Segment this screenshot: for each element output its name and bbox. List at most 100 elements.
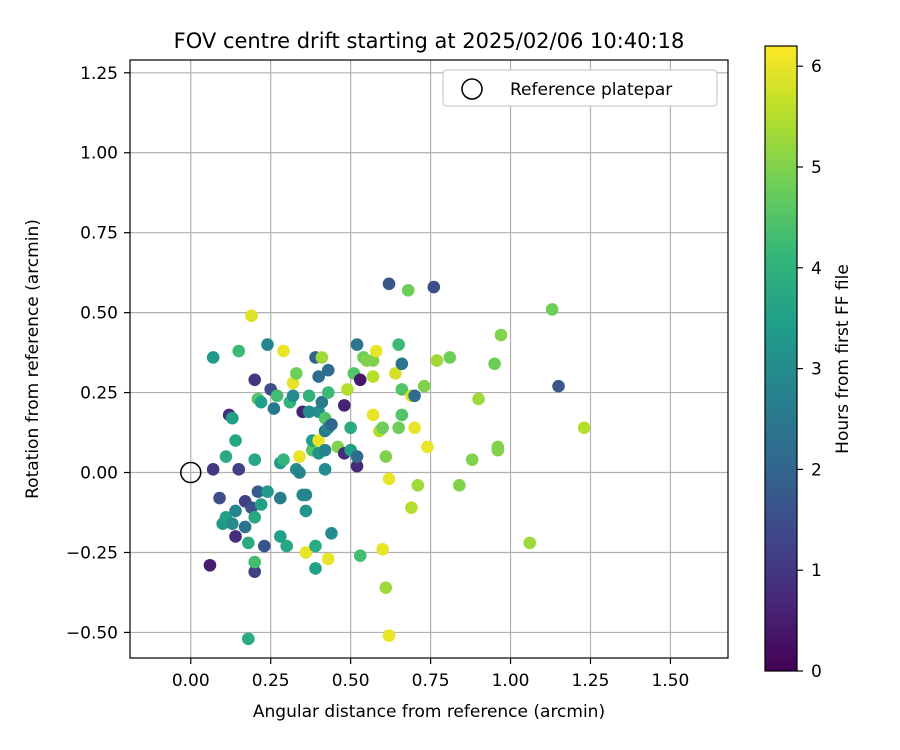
scatter-point xyxy=(465,453,479,467)
colorbar-ticks: 0 1 2 3 4 5 6 xyxy=(797,57,822,682)
scatter-point xyxy=(299,546,313,559)
scatter-point xyxy=(242,632,255,646)
x-tick-label: 0.50 xyxy=(332,671,370,691)
colorbar-tick-label: 3 xyxy=(811,360,822,380)
scatter-point xyxy=(280,539,293,553)
scatter-point xyxy=(366,354,380,367)
x-tick-label: 1.25 xyxy=(572,671,610,691)
colorbar-label: Hours from first FF file xyxy=(833,264,853,454)
scatter-point xyxy=(277,453,290,467)
scatter-point xyxy=(376,421,389,435)
scatter-point xyxy=(229,504,242,518)
chart-title: FOV centre drift starting at 2025/02/06 … xyxy=(174,29,685,53)
scatter-point xyxy=(229,530,242,543)
grid-lines xyxy=(130,60,728,658)
scatter-point xyxy=(226,411,239,425)
scatter-point xyxy=(395,408,409,422)
scatter-point xyxy=(430,354,444,367)
scatter-point xyxy=(293,466,306,479)
scatter-point xyxy=(258,539,271,553)
scatter-point xyxy=(379,450,393,463)
scatter-point xyxy=(312,434,325,447)
colorbar-tick-label: 1 xyxy=(811,561,822,581)
scatter-point xyxy=(273,491,287,505)
scatter-point xyxy=(427,280,441,294)
y-tick-label: 1.25 xyxy=(80,64,118,84)
scatter-point xyxy=(325,418,338,431)
scatter-point xyxy=(350,459,364,473)
scatter-point xyxy=(488,357,501,371)
scatter-point xyxy=(321,386,335,399)
scatter-point xyxy=(523,536,537,550)
scatter-point xyxy=(293,450,306,463)
colorbar-tick-label: 5 xyxy=(811,158,822,178)
colorbar-tick-label: 6 xyxy=(811,57,822,77)
y-tick-label: 0.75 xyxy=(80,224,118,244)
scatter-point xyxy=(315,395,329,409)
colorbar-tick-label: 4 xyxy=(811,259,822,279)
scatter-point xyxy=(242,536,255,550)
legend-marker-icon xyxy=(461,78,483,100)
scatter-point xyxy=(302,405,316,419)
scatter-point xyxy=(325,526,338,540)
scatter-point xyxy=(251,485,265,499)
scatter-point xyxy=(286,376,300,390)
scatter-point xyxy=(341,383,354,396)
scatter-point xyxy=(318,443,332,457)
scatter-point xyxy=(382,277,396,291)
scatter-point xyxy=(353,549,367,562)
scatter-point xyxy=(417,379,431,393)
scatter-point xyxy=(376,542,389,556)
scatter-point xyxy=(315,351,329,364)
scatter-point xyxy=(232,344,246,358)
scatter-point xyxy=(299,488,313,502)
scatter-point xyxy=(472,392,485,406)
scatter-point xyxy=(494,328,508,342)
axes-frame xyxy=(129,59,729,659)
y-tick-label: 1.00 xyxy=(80,144,118,164)
scatter-point xyxy=(545,303,559,316)
scatter-point xyxy=(421,440,434,454)
scatter-point xyxy=(552,379,565,393)
scatter-point xyxy=(491,443,505,457)
scatter-point xyxy=(248,453,262,467)
scatter-point xyxy=(229,434,242,447)
scatter-point xyxy=(392,421,405,435)
scatter-point xyxy=(318,463,332,476)
x-axis-ticks: 0.00 0.25 0.50 0.75 1.00 1.25 1.50 xyxy=(172,658,690,691)
x-tick-label: 1.50 xyxy=(652,671,690,691)
scatter-point xyxy=(248,555,262,569)
scatter-point xyxy=(353,373,367,387)
scatter-point xyxy=(248,510,262,524)
y-tick-label: 0.25 xyxy=(80,384,118,404)
scatter-point xyxy=(206,351,220,364)
scatter-point xyxy=(395,383,409,396)
data-points xyxy=(203,277,591,646)
scatter-point xyxy=(350,338,364,351)
scatter-point xyxy=(366,408,380,422)
colorbar: 0 1 2 3 4 5 6 Hours from first FF file xyxy=(764,45,853,682)
scatter-point xyxy=(254,498,268,511)
scatter-point xyxy=(369,344,383,358)
scatter-point xyxy=(405,501,418,515)
scatter-point xyxy=(411,479,425,492)
scatter-point xyxy=(321,363,335,377)
scatter-point xyxy=(270,389,284,403)
scatter-point xyxy=(203,558,217,572)
scatter-point xyxy=(261,485,274,499)
scatter-point xyxy=(232,463,246,476)
scatter-point xyxy=(408,389,421,403)
scatter-point xyxy=(245,309,258,323)
x-axis-label: Angular distance from reference (arcmin) xyxy=(253,702,605,722)
scatter-point xyxy=(261,338,274,351)
y-tick-label: −0.50 xyxy=(66,623,118,643)
scatter-point xyxy=(453,479,466,492)
scatter-point xyxy=(302,389,316,403)
scatter-point xyxy=(401,283,415,297)
legend-entry-reference-platepar: Reference platepar xyxy=(510,80,672,100)
plot-area xyxy=(129,59,729,659)
scatter-point xyxy=(392,338,405,351)
scatter-point xyxy=(321,552,335,566)
scatter-point xyxy=(309,562,322,575)
